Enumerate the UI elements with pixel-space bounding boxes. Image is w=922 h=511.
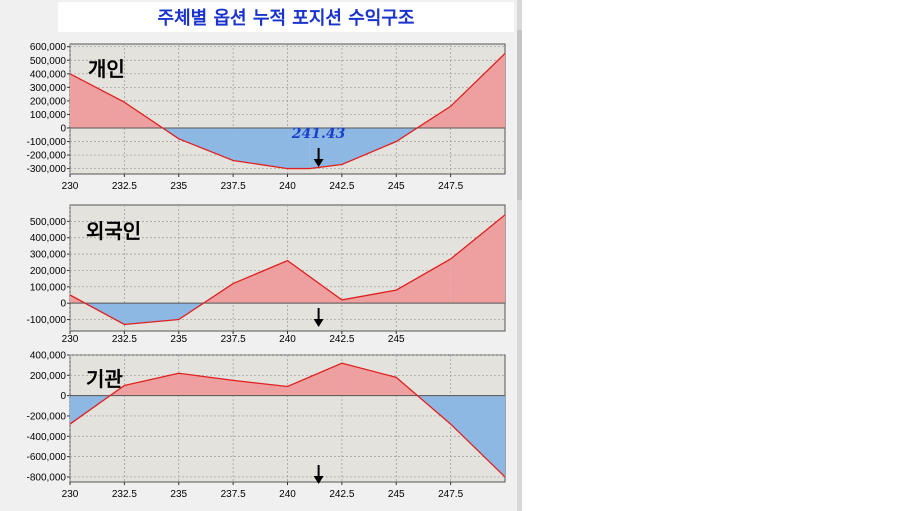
y-tick-label: 0 <box>60 123 66 134</box>
x-tick-label: 242.5 <box>329 489 354 500</box>
x-tick-label: 237.5 <box>221 181 246 192</box>
x-tick-label: 230 <box>62 181 79 192</box>
profit-area <box>450 53 505 128</box>
option-payoff-figure: 주체별 옵션 누적 포지션 수익구조 600,000 500,000 400,000… <box>0 0 522 511</box>
profit-area <box>450 214 505 304</box>
x-tick-label: 240 <box>279 334 296 345</box>
x-tick-label: 230 <box>62 334 79 345</box>
y-tick-label: -200,000 <box>27 411 67 422</box>
loss-area <box>124 303 179 325</box>
x-tick-label: 240 <box>279 489 296 500</box>
loss-area <box>287 127 310 169</box>
payoff-line <box>69 53 506 170</box>
chart-panel-2: 500,000 400,000 300,000 200,000 100,000 0 -100… <box>27 204 506 345</box>
x-tick-label: 232.5 <box>112 181 137 192</box>
y-tick-label: -800,000 <box>27 472 67 483</box>
profit-area <box>287 260 342 304</box>
loss-area <box>341 127 397 165</box>
x-tick-label: 247.5 <box>438 181 463 192</box>
title-box <box>58 2 514 32</box>
loss-area <box>309 127 342 169</box>
x-tick-label: 237.5 <box>221 489 246 500</box>
figure-title: 주체별 옵션 누적 포지션 수익구조 <box>158 8 415 29</box>
x-tick-label: 245 <box>388 181 405 192</box>
profit-area <box>233 380 288 396</box>
y-tick-label: -600,000 <box>27 452 67 463</box>
y-tick-label: 300,000 <box>30 250 67 261</box>
x-tick-label: 245 <box>388 334 405 345</box>
y-tick-label: 200,000 <box>30 371 67 382</box>
y-tick-label: -100,000 <box>27 137 67 148</box>
loss-area <box>178 127 234 161</box>
profit-area <box>396 259 451 304</box>
payoff-line <box>69 214 506 326</box>
x-tick-label: 235 <box>170 334 187 345</box>
price-marker-arrow <box>313 476 324 484</box>
panel-title: 기관 <box>86 367 123 391</box>
y-tick-label: 500,000 <box>30 217 67 228</box>
x-tick-label: 230 <box>62 489 79 500</box>
x-tick-label: 232.5 <box>112 489 137 500</box>
x-tick-label: 237.5 <box>221 334 246 345</box>
scrollbar-thumb[interactable] <box>517 30 522 200</box>
panel-title: 개인 <box>88 57 125 81</box>
chart-panels: 600,000 500,000 400,000 300,000 200,000 100,0… <box>27 42 506 500</box>
scrollbar-track[interactable] <box>517 0 522 511</box>
x-tick-label: 235 <box>170 181 187 192</box>
profit-area <box>341 363 397 396</box>
y-tick-label: 500,000 <box>30 56 67 67</box>
x-tick-label: 235 <box>170 489 187 500</box>
y-tick-label: 0 <box>60 299 66 310</box>
profit-area <box>287 363 342 396</box>
loss-area <box>233 127 288 169</box>
profit-area <box>70 73 125 128</box>
profit-area <box>341 290 397 304</box>
chart-panel-1: 600,000 500,000 400,000 300,000 200,000 100,0… <box>27 42 506 192</box>
profit-area <box>124 373 179 396</box>
y-tick-label: 200,000 <box>30 266 67 277</box>
y-tick-label: 400,000 <box>30 233 67 244</box>
payoff-line <box>69 362 506 478</box>
x-tick-label: 242.5 <box>329 181 354 192</box>
plot-area <box>69 354 506 483</box>
price-marker-arrow <box>313 319 324 327</box>
y-tick-label: 0 <box>60 391 66 402</box>
y-tick-label: -100,000 <box>27 315 67 326</box>
y-tick-label: 200,000 <box>30 96 67 107</box>
y-tick-label: 100,000 <box>30 110 67 121</box>
price-marker-arrow <box>313 159 324 167</box>
payoff-charts-svg: 주체별 옵션 누적 포지션 수익구조 600,000 500,000 400,000… <box>26 0 522 511</box>
profit-area <box>233 260 288 304</box>
x-tick-label: 240 <box>279 181 296 192</box>
x-tick-label: 242.5 <box>329 334 354 345</box>
panel-title: 외국인 <box>86 219 141 243</box>
y-tick-label: 100,000 <box>30 282 67 293</box>
loss-area <box>450 395 505 477</box>
y-tick-label: -200,000 <box>27 151 67 162</box>
y-tick-label: 400,000 <box>30 351 67 362</box>
x-tick-label: 247.5 <box>438 489 463 500</box>
current-price-label: 241.43 <box>291 126 346 142</box>
y-tick-label: 600,000 <box>30 42 67 53</box>
x-tick-label: 232.5 <box>112 334 137 345</box>
y-tick-label: 400,000 <box>30 69 67 80</box>
x-tick-label: 245 <box>388 489 405 500</box>
y-tick-label: -300,000 <box>27 164 67 175</box>
y-tick-label: -400,000 <box>27 432 67 443</box>
chart-panel-3: 400,000 200,000 0 -200,000 -400,000 -600,000 -… <box>27 351 506 500</box>
y-tick-label: 300,000 <box>30 83 67 94</box>
